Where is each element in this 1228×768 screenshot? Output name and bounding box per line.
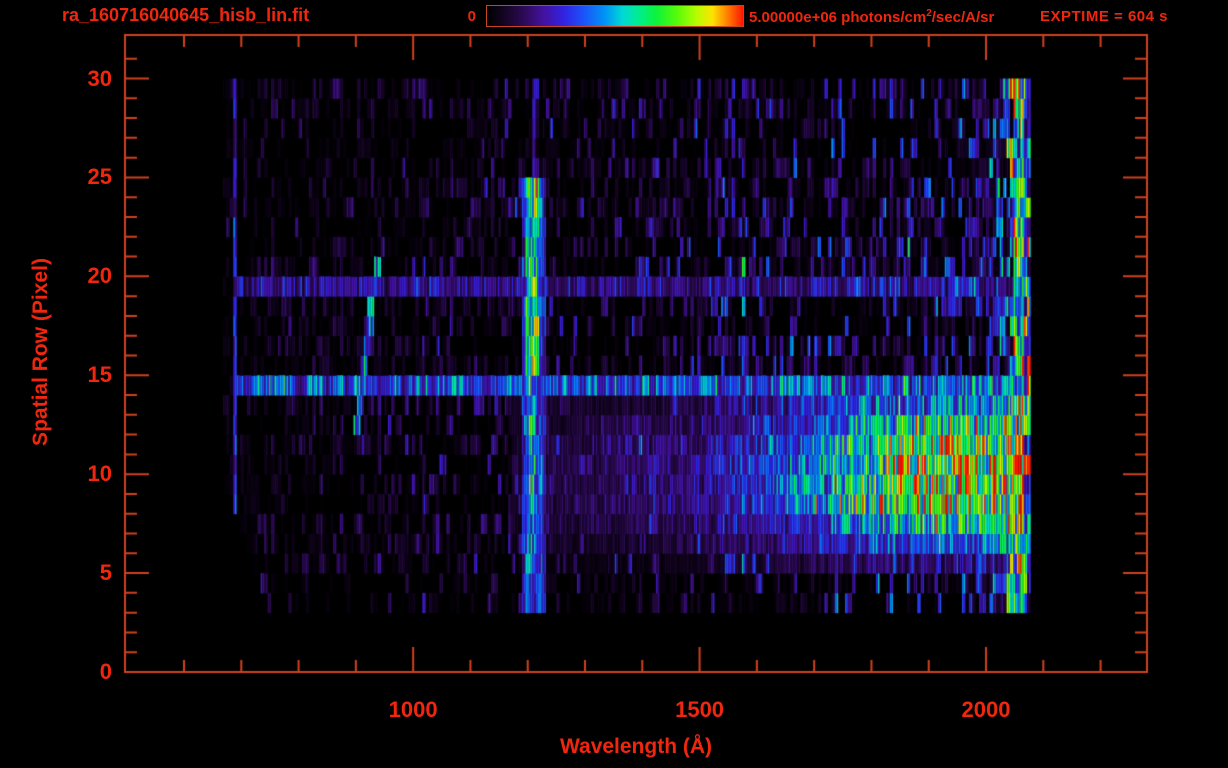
y-tick-label: 0 bbox=[99, 659, 112, 684]
colorbar bbox=[486, 5, 744, 27]
x-tick-label: 1000 bbox=[388, 697, 438, 722]
y-tick-label: 20 bbox=[87, 263, 112, 289]
colorbar-max-label: 5.00000e+06 photons/cm2/sec/A/sr bbox=[749, 8, 994, 26]
y-tick-label: 25 bbox=[87, 164, 112, 190]
colorbar-max-label-suffix: /sec/A/sr bbox=[931, 9, 995, 26]
x-axis-title: Wavelength (Å) bbox=[559, 735, 713, 758]
y-tick-label: 15 bbox=[87, 362, 112, 388]
y-tick-label: 5 bbox=[99, 560, 112, 586]
colorbar-max-label-superscript: 2 bbox=[926, 8, 932, 19]
y-tick-label: 30 bbox=[87, 65, 112, 91]
exposure-time-label: EXPTIME = 604 s bbox=[1040, 8, 1168, 25]
x-tick-label: 2000 bbox=[961, 697, 1011, 722]
colorbar-max-label-prefix: 5.00000e+06 photons/cm bbox=[749, 9, 927, 26]
y-tick-label: 10 bbox=[87, 461, 112, 487]
filename-title: ra_160716040645_hisb_lin.fit bbox=[62, 5, 310, 25]
x-tick-label: 1500 bbox=[675, 697, 725, 722]
colorbar-min-label: 0 bbox=[467, 8, 476, 25]
